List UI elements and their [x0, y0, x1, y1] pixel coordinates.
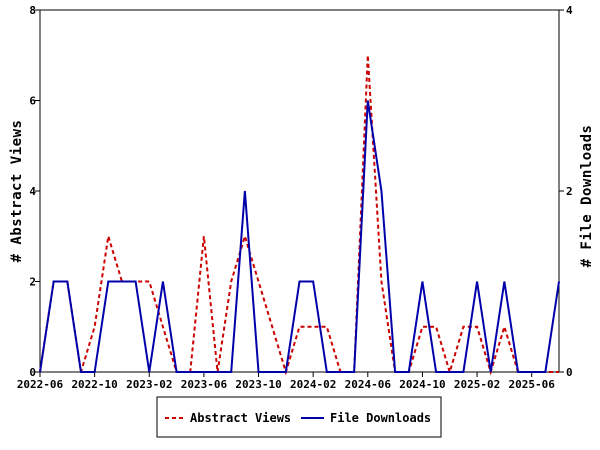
x-tick-label: 2025-06: [509, 378, 556, 391]
x-tick-label: 2023-06: [181, 378, 228, 391]
x-tick-label: 2024-06: [345, 378, 392, 391]
right-tick-label: 2: [566, 185, 573, 198]
left-tick-label: 4: [29, 185, 36, 198]
left-tick-label: 8: [29, 4, 36, 17]
x-tick-label: 2024-10: [399, 378, 445, 391]
right-tick-label: 0: [566, 366, 573, 379]
x-tick-label: 2023-10: [235, 378, 281, 391]
legend: Abstract Views File Downloads: [156, 396, 442, 438]
legend-label-abstract-views: Abstract Views: [190, 411, 291, 425]
legend-box: [156, 396, 442, 438]
right-axis-title: # File Downloads: [579, 125, 595, 268]
x-tick-label: 2025-02: [454, 378, 500, 391]
left-axis-title: # Abstract Views: [9, 120, 25, 263]
left-tick-label: 6: [29, 95, 36, 108]
left-tick-label: 2: [29, 276, 36, 289]
x-tick-label: 2022-06: [17, 378, 64, 391]
series-line-file-downloads: [39, 100, 560, 373]
right-tick-label: 4: [566, 4, 573, 17]
x-tick-label: 2022-10: [71, 378, 117, 391]
x-tick-label: 2024-02: [290, 378, 336, 391]
x-tick-label: 2023-02: [126, 378, 172, 391]
left-tick-label: 0: [29, 366, 36, 379]
legend-label-file-downloads: File Downloads: [330, 411, 431, 425]
plot-area: [39, 9, 560, 373]
